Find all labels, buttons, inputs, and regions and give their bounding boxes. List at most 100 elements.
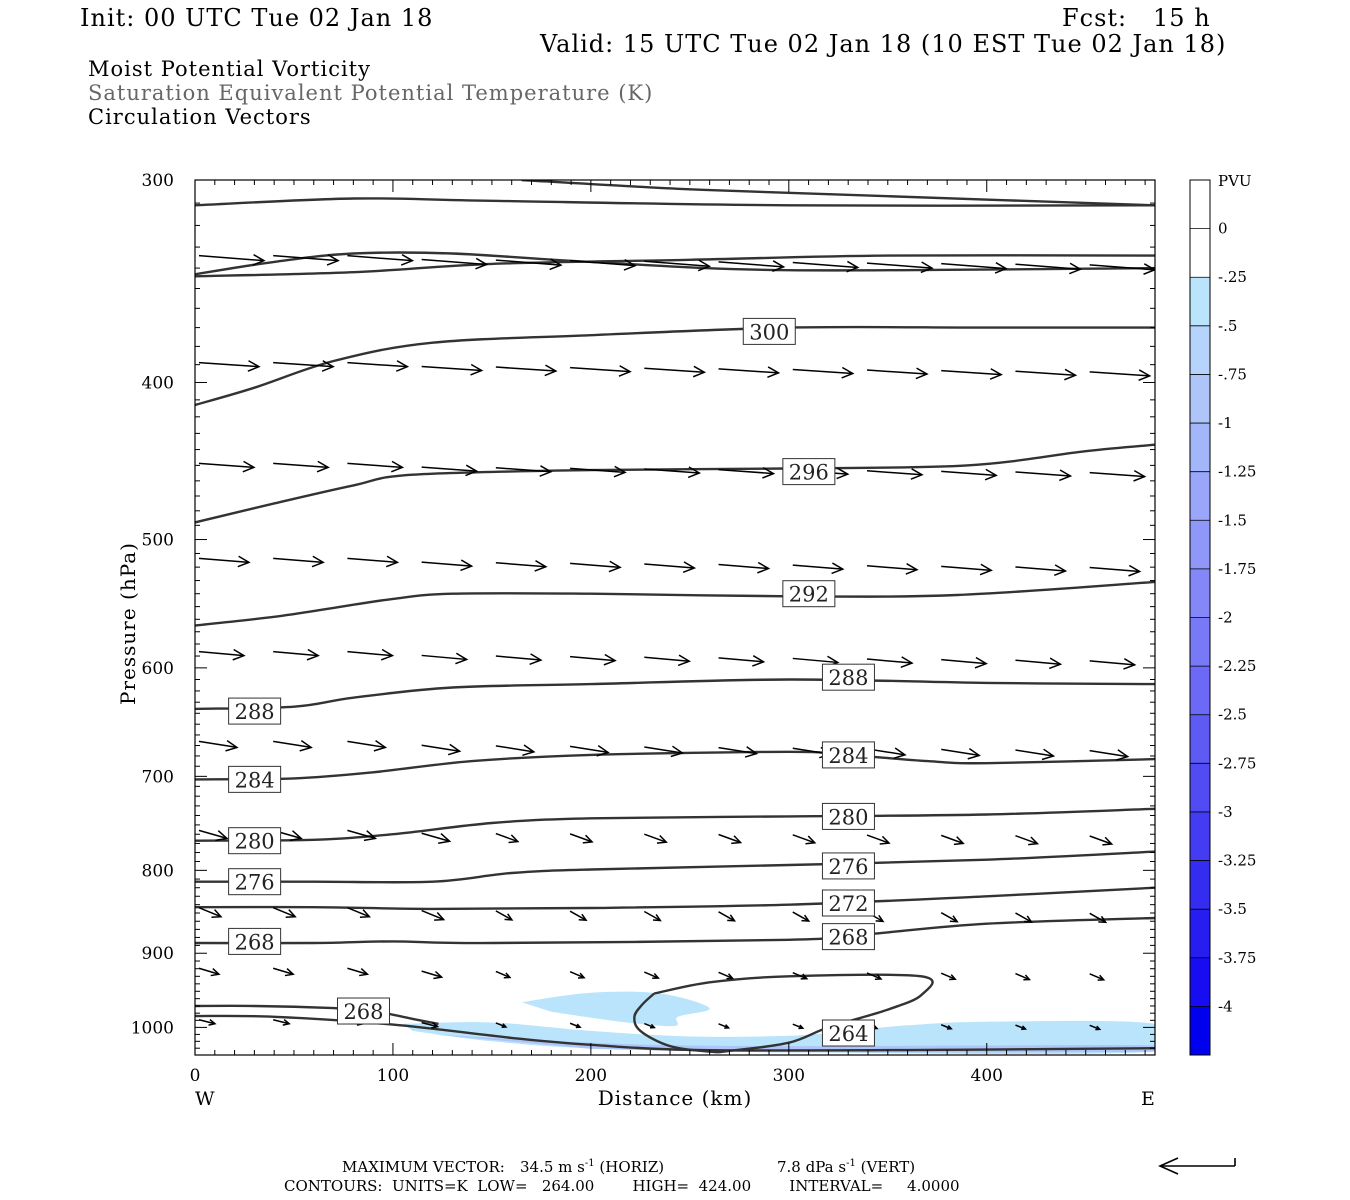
- theta-contour: [195, 443, 1155, 524]
- circulation-vector: [421, 743, 462, 756]
- colorbar-bin: [1190, 714, 1210, 764]
- colorbar-bin: [1190, 1006, 1210, 1056]
- circulation-vector: [941, 656, 988, 669]
- circulation-vector: [941, 563, 993, 576]
- circulation-vector: [273, 360, 335, 372]
- x-tick-label: 400: [971, 1066, 1003, 1086]
- contour-label-box: [821, 802, 875, 830]
- init-time: Init: 00 UTC Tue 02 Jan 18: [80, 4, 434, 32]
- y-tick-label: 400: [142, 373, 174, 393]
- circulation-vector: [866, 834, 891, 845]
- field-title-3: Circulation Vectors: [88, 105, 312, 129]
- circulation-vector: [347, 967, 370, 977]
- circulation-vector: [347, 360, 410, 372]
- colorbar-label: -1.75: [1218, 560, 1256, 578]
- x-tick-label: 200: [575, 1066, 607, 1086]
- circulation-vector: [198, 829, 229, 842]
- circulation-vector: [421, 464, 479, 477]
- circulation-vector: [1089, 912, 1108, 924]
- circulation-vector: [644, 971, 660, 980]
- circulation-vector: [495, 364, 558, 377]
- circulation-vector: [421, 909, 446, 921]
- contour-label-box: [742, 317, 796, 345]
- colorbar-bin: [1190, 811, 1210, 862]
- y-tick-label: 900: [142, 944, 174, 964]
- circulation-vector: [866, 656, 914, 668]
- contour-label: 284: [828, 744, 868, 768]
- contour-label: 292: [789, 583, 829, 607]
- circulation-vector: [1089, 1024, 1102, 1031]
- circulation-vector: [273, 1018, 291, 1026]
- circulation-vector: [495, 832, 520, 844]
- x-tick-label: 300: [773, 1066, 805, 1086]
- circulation-vector: [792, 1023, 805, 1030]
- max-vector-vert: 7.8 dPa s-1 (VERT): [777, 1158, 916, 1176]
- contour-label: 268: [343, 1000, 383, 1024]
- circulation-vector: [718, 746, 759, 758]
- circulation-vector: [866, 563, 919, 575]
- circulation-vector: [273, 253, 340, 266]
- circulation-vector: [421, 832, 452, 845]
- circulation-vector: [569, 833, 594, 844]
- theta-contour: [195, 325, 1155, 407]
- x-right-end-label: E: [1141, 1088, 1155, 1110]
- circulation-vector: [1015, 564, 1068, 576]
- contour-label-box: [228, 927, 282, 955]
- circulation-vector: [1015, 262, 1083, 275]
- contour-label: 296: [789, 461, 829, 485]
- circulation-vector: [347, 555, 400, 568]
- circulation-vector: [644, 466, 702, 479]
- theta-contour: [195, 251, 1155, 276]
- circulation-vector: [273, 648, 320, 661]
- colorbar-label: -2.25: [1218, 657, 1256, 675]
- circulation-vector: [718, 366, 781, 379]
- circulation-vector: [495, 258, 563, 271]
- theta-contour: [521, 180, 1155, 207]
- circulation-vector: [1015, 368, 1078, 381]
- colorbar-bin: [1190, 957, 1210, 1007]
- circulation-vector: [1015, 912, 1033, 923]
- circulation-vector: [866, 468, 924, 480]
- circulation-vector: [718, 561, 771, 574]
- circulation-vector: [866, 367, 929, 380]
- circulation-vector: [718, 1023, 731, 1029]
- contour-info: CONTOURS: UNITS=K LOW= 264.00 HIGH= 424.…: [284, 1177, 960, 1195]
- circulation-vector: [792, 562, 845, 575]
- contour-label: 268: [235, 930, 275, 954]
- circulation-vector: [1015, 748, 1056, 761]
- circulation-vector: [495, 970, 512, 979]
- circulation-vector: [644, 654, 692, 667]
- colorbar-label: -4: [1218, 997, 1233, 1015]
- circulation-vector: [273, 460, 330, 473]
- field-title-1: Moist Potential Vorticity: [88, 57, 371, 81]
- contour-label: 268: [828, 926, 868, 950]
- theta-contour: [195, 580, 1155, 627]
- circulation-vector: [198, 648, 246, 661]
- circulation-vector: [1089, 469, 1147, 482]
- circulation-vector: [718, 466, 776, 479]
- circulation-vector: [866, 972, 883, 980]
- colorbar-label: -1.25: [1218, 463, 1256, 481]
- circulation-vector: [792, 260, 860, 273]
- circulation-vector: [1089, 749, 1130, 761]
- circulation-vector: [1015, 972, 1032, 981]
- circulation-vector: [792, 911, 811, 922]
- contour-label: 284: [235, 768, 275, 792]
- circulation-vector: [421, 1021, 440, 1029]
- valid-time: Valid: 15 UTC Tue 02 Jan 18 (10 EST Tue …: [540, 30, 1227, 58]
- colorbar-label: -.75: [1218, 365, 1247, 383]
- colorbar-bin: [1190, 666, 1210, 716]
- theta-contour: [195, 916, 1155, 945]
- colorbar-label: -2.75: [1218, 754, 1256, 772]
- circulation-vector: [866, 261, 934, 274]
- contour-label-box: [821, 923, 875, 951]
- circulation-vector: [272, 906, 297, 919]
- theta-contour: [633, 973, 934, 1054]
- circulation-vector: [644, 561, 697, 573]
- contour-label-box: [228, 868, 282, 896]
- forecast-hour: Fcst: 15 h: [1062, 4, 1211, 32]
- circulation-vector: [941, 747, 981, 760]
- circulation-vector: [940, 1024, 953, 1030]
- circulation-vector: [940, 834, 965, 846]
- circulation-vector: [1089, 564, 1142, 577]
